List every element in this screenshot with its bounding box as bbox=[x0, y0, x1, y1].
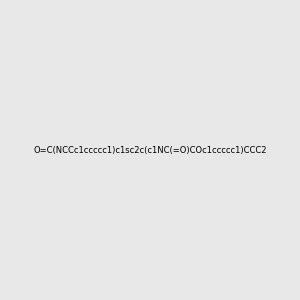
Text: O=C(NCCc1ccccc1)c1sc2c(c1NC(=O)COc1ccccc1)CCC2: O=C(NCCc1ccccc1)c1sc2c(c1NC(=O)COc1ccccc… bbox=[33, 146, 267, 154]
